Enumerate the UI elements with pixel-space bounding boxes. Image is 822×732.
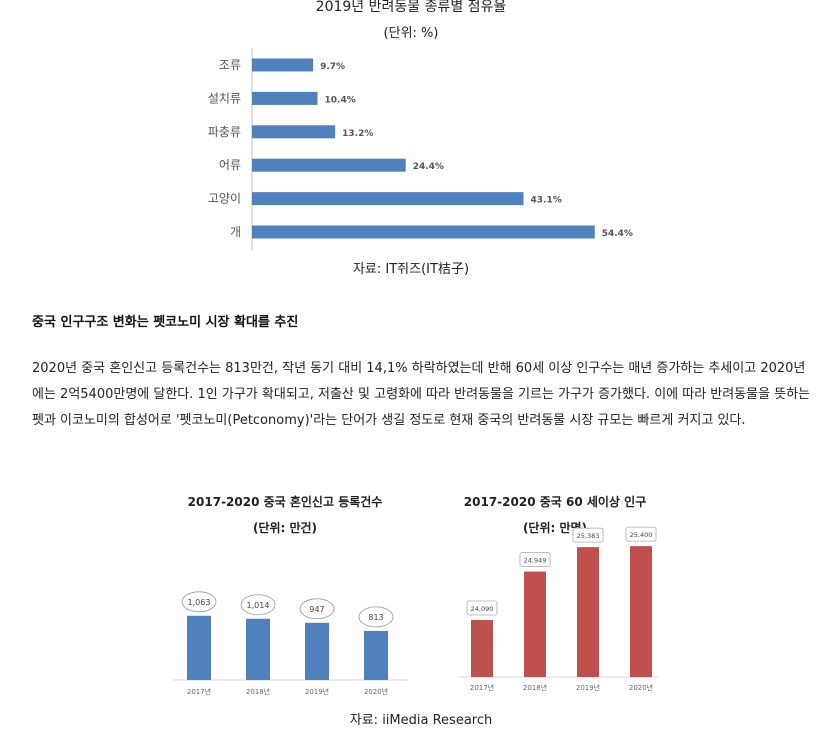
c2-category-label: 2018년 xyxy=(246,687,270,696)
c2-label-bubble xyxy=(299,598,335,620)
c3-category-label: 2019년 xyxy=(576,683,600,692)
chart1-category-label: 고양이 xyxy=(208,192,241,206)
chart1-category-label: 설치류 xyxy=(208,91,241,105)
chart1-bar xyxy=(252,125,336,139)
article-paragraph: 2020년 중국 혼인신고 등록건수는 813만건, 작년 동기 대비 14,1… xyxy=(32,356,816,434)
c3-data-label: 24,090 xyxy=(471,605,494,613)
c3-bar xyxy=(577,547,599,677)
c2-category-label: 2017년 xyxy=(187,687,211,696)
c3-data-label: 25,383 xyxy=(577,532,600,540)
c2-label-bubble xyxy=(358,606,394,628)
c2-data-label: 1,063 xyxy=(188,598,211,607)
chart1-bar xyxy=(252,225,595,239)
c3-bar xyxy=(630,546,652,677)
chart2-source: 자료: iiMedia Research xyxy=(349,713,493,728)
chart1-category-label: 어류 xyxy=(219,158,241,172)
chart1-bar xyxy=(252,58,314,72)
c2-bar xyxy=(305,622,329,680)
c3-data-label: 24,949 xyxy=(524,557,547,565)
c3-category-label: 2020년 xyxy=(629,683,653,692)
c2-data-label: 813 xyxy=(368,613,383,622)
chart1-title: 2019년 반려동물 종류별 점유율 xyxy=(315,0,507,15)
article-heading: 중국 인구구조 변화는 펫코노미 시장 확대를 추진 xyxy=(32,315,299,330)
pet-share-chart: 조류 9.7% 설치류 10.4% 파충류 13.2% 어류 24.4% 고양이 43.1% 개 54… xyxy=(208,48,633,250)
c3-category-label: 2018년 xyxy=(523,683,547,692)
chart1-data-label: 43.1% xyxy=(531,196,562,206)
c2-data-label: 947 xyxy=(309,605,324,614)
chart1-data-label: 24.4% xyxy=(413,162,444,172)
c2-label-bubble xyxy=(181,591,217,613)
chart1-data-label: 10.4% xyxy=(325,95,356,105)
marriage-chart: 2017-2020 중국 혼인신고 등록건수 (단위: 만건) 1,063 201… xyxy=(172,494,408,696)
chart1-data-label: 9.7% xyxy=(320,62,345,72)
article-text: 2020년 중국 혼인신고 등록건수는 813만건, 작년 동기 대비 14,1… xyxy=(32,361,811,428)
chart1-category-label: 파충류 xyxy=(208,125,241,139)
c3-label-bubble xyxy=(625,526,657,542)
c2-label-bubble xyxy=(240,594,276,616)
chart3-title: 2017-2020 중국 60 세이상 인구 xyxy=(464,494,646,509)
chart1-data-label: 13.2% xyxy=(342,129,373,139)
c3-bar xyxy=(471,620,493,677)
chart1-bar xyxy=(252,158,406,172)
c3-bar xyxy=(524,571,546,677)
c3-data-label: 25,400 xyxy=(630,531,653,539)
chart3-unit: (단위: 만명) xyxy=(523,520,587,535)
c2-category-label: 2019년 xyxy=(305,687,329,696)
chart1-unit: (단위: %) xyxy=(383,26,439,41)
c2-bar xyxy=(187,615,211,680)
chart1-bar xyxy=(252,192,524,206)
c2-data-label: 1,014 xyxy=(247,601,270,610)
chart1-category-label: 개 xyxy=(230,225,241,239)
c3-label-bubble xyxy=(466,600,498,616)
elderly-chart: 2017-2020 중국 60 세이상 인구 (단위: 만명) 24,090 20… xyxy=(458,494,658,692)
c3-category-label: 2017년 xyxy=(470,683,494,692)
chart1-source: 자료: IT쥐즈(IT桔子) xyxy=(352,262,470,277)
c3-label-bubble xyxy=(519,552,551,567)
chart1-data-label: 54.4% xyxy=(602,229,633,239)
chart1-bar xyxy=(252,91,318,105)
c2-category-label: 2020년 xyxy=(364,687,388,696)
chart2-unit: (단위: 만건) xyxy=(253,520,317,535)
c2-bar xyxy=(364,630,388,680)
c3-label-bubble xyxy=(572,527,604,543)
chart2-title: 2017-2020 중국 혼인신고 등록건수 xyxy=(188,494,383,509)
chart1-category-label: 조류 xyxy=(219,58,241,72)
c2-bar xyxy=(246,618,270,680)
